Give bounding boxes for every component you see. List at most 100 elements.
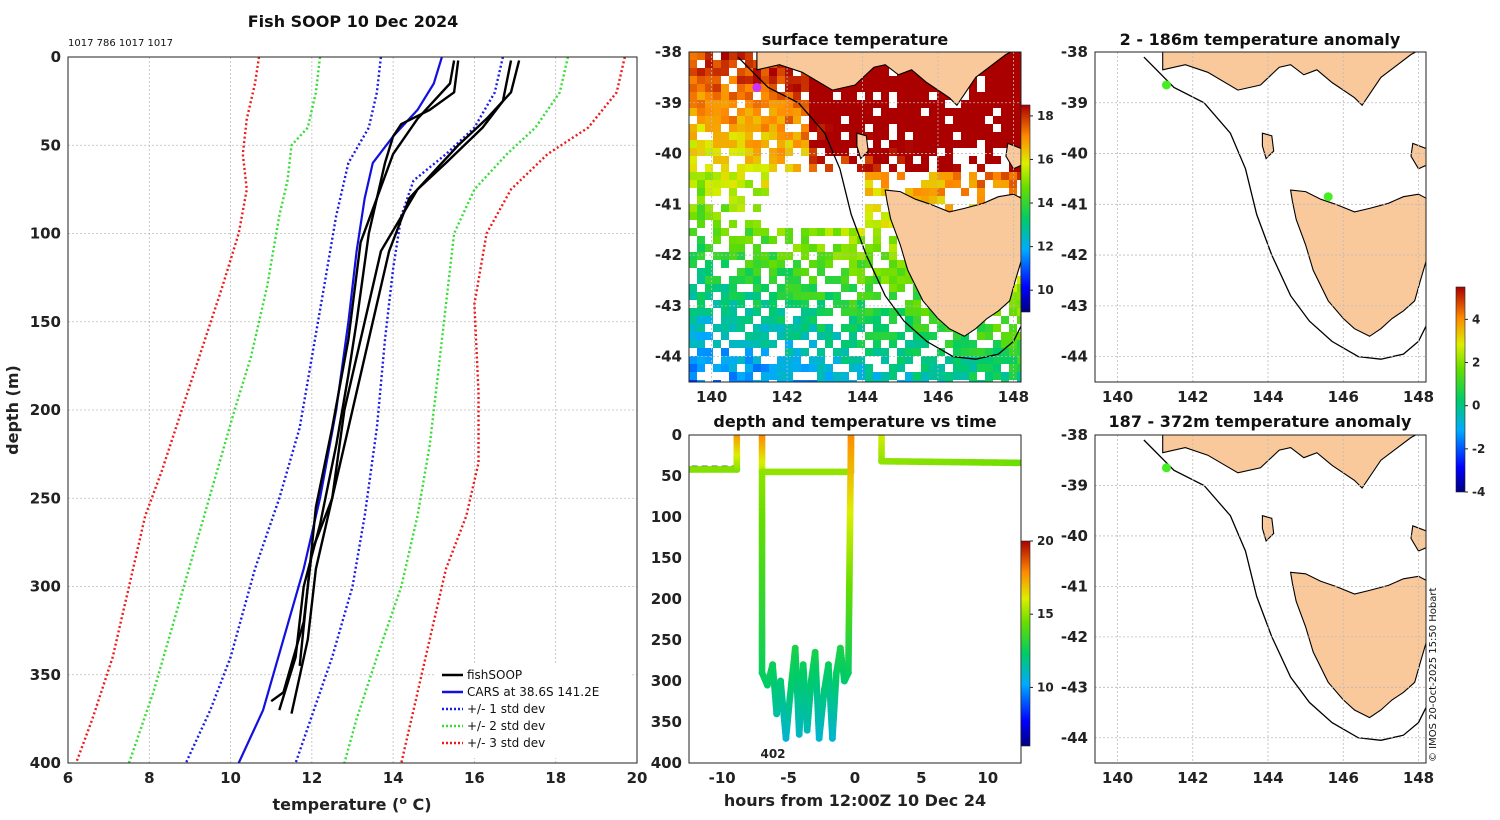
sst-cell: [777, 316, 785, 324]
anomaly-colorbar: [1455, 286, 1466, 493]
sst-cell: [841, 140, 849, 148]
sst-cell: [809, 316, 817, 324]
lon-tick-label: 146: [1328, 769, 1359, 787]
sst-cell: [905, 140, 913, 148]
legend-label-std1: +/- 1 std dev: [467, 702, 545, 716]
sst-cell: [977, 188, 985, 196]
sst-cell: [729, 284, 737, 292]
sst-cell: [841, 348, 849, 356]
sst-cell: [897, 332, 905, 340]
sst-cell: [825, 324, 833, 332]
sst-cell: [729, 372, 737, 380]
sst-cell: [761, 260, 769, 268]
sst-cell: [785, 116, 793, 124]
sst-cell: [881, 372, 889, 380]
sst-cell: [777, 268, 785, 276]
track-point: [733, 435, 741, 439]
lat-tick-label: -43: [1061, 678, 1088, 696]
y-tick-label: 0: [51, 48, 61, 66]
anomaly-deep-x-ticks: 140 142 144 146 148: [1102, 769, 1434, 787]
lon-tick-label: 140: [1102, 769, 1133, 787]
sst-cell: [881, 348, 889, 356]
sst-cell: [849, 228, 857, 236]
sst-cell: [913, 340, 921, 348]
sst-cell: [785, 324, 793, 332]
sst-cell: [1001, 372, 1009, 380]
sst-cell: [809, 124, 817, 132]
sst-cell: [969, 124, 977, 132]
series-std3_right: [400, 57, 626, 763]
sst-cell: [689, 364, 697, 372]
sst-cell: [849, 300, 857, 308]
sst-cell: [849, 140, 857, 148]
sst-cell: [745, 164, 753, 172]
sst-cell: [961, 188, 969, 196]
sst-cell: [849, 356, 857, 364]
sst-cell: [721, 260, 729, 268]
land-mask: [1162, 52, 1426, 337]
sst-cell: [753, 252, 761, 260]
sst-cell: [761, 132, 769, 140]
sst-cell: [777, 252, 785, 260]
sst-cell: [793, 92, 801, 100]
sst-cell: [721, 332, 729, 340]
sst-cell: [841, 84, 849, 92]
sst-cell: [865, 188, 873, 196]
sst-cell: [993, 116, 1001, 124]
sst-cell: [697, 188, 705, 196]
sst-cell: [841, 380, 849, 382]
sst-cell: [865, 100, 873, 108]
sst-cell: [913, 316, 921, 324]
sst-cell: [793, 348, 801, 356]
sst-cell: [697, 364, 705, 372]
sst-cell: [753, 76, 761, 84]
sst-cell: [753, 204, 761, 212]
lat-tick-label: -40: [1061, 145, 1088, 163]
x-tick-label: 20: [627, 769, 648, 787]
sst-cell: [697, 212, 705, 220]
sst-cell: [873, 156, 881, 164]
sst-cell: [873, 76, 881, 84]
sst-cell: [689, 308, 697, 316]
sst-cell: [745, 356, 753, 364]
sst-cell: [985, 132, 993, 140]
anomaly-deep-y-ticks: -38 -39 -40 -41 -42 -43 -44: [1061, 426, 1088, 747]
sst-cell: [785, 372, 793, 380]
sst-cell: [697, 148, 705, 156]
lat-tick-label: -44: [1061, 348, 1088, 366]
lat-tick-label: -38: [655, 43, 682, 61]
sst-cell: [961, 116, 969, 124]
x-tick-label: 10: [220, 769, 241, 787]
depth-tick-label: 400: [651, 754, 682, 772]
sst-cell: [697, 244, 705, 252]
sst-cell: [833, 332, 841, 340]
sst-cell: [729, 148, 737, 156]
sst-cell: [745, 92, 753, 100]
sst-cell: [913, 164, 921, 172]
sst-cell: [737, 244, 745, 252]
sst-cell: [801, 84, 809, 92]
sst-cell: [1017, 356, 1021, 364]
sst-cell: [897, 92, 905, 100]
sst-cell: [833, 380, 841, 382]
sst-cell: [953, 348, 961, 356]
sst-cell: [769, 236, 777, 244]
lat-tick-label: -39: [1061, 476, 1088, 494]
sst-cell: [689, 164, 697, 172]
sst-cell: [1009, 52, 1017, 60]
sst-cell: [737, 164, 745, 172]
sst-cell: [993, 356, 1001, 364]
sst-cell: [841, 356, 849, 364]
sst-cell: [857, 108, 865, 116]
sst-cell: [873, 228, 881, 236]
sst-cell: [1009, 348, 1017, 356]
sst-cell: [809, 284, 817, 292]
sst-cell: [865, 332, 873, 340]
sst-cell: [929, 180, 937, 188]
sst-cell: [1009, 340, 1017, 348]
sst-cell: [833, 116, 841, 124]
sst-cell: [897, 100, 905, 108]
sst-cell: [913, 116, 921, 124]
profile-location-marker: [1161, 463, 1171, 473]
surface-map-grid: [689, 52, 1021, 382]
